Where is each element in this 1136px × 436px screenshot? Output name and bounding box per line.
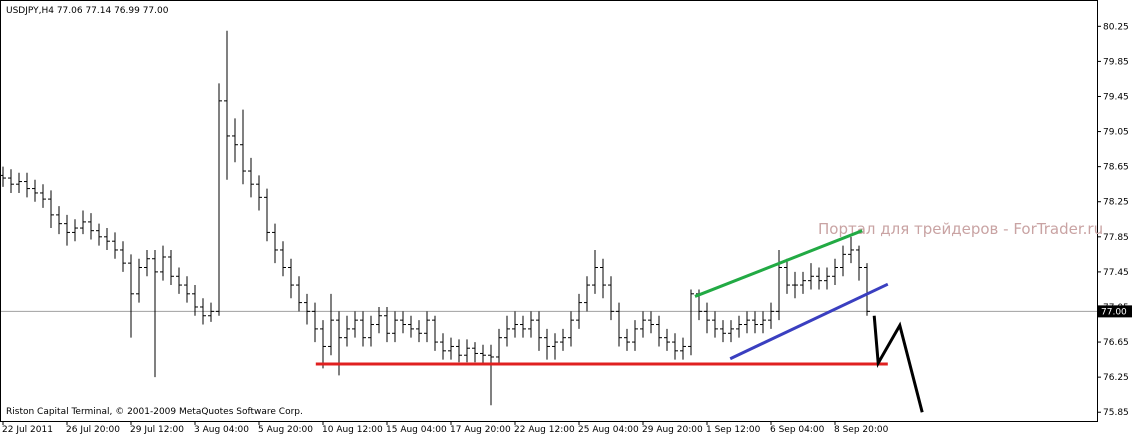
plot-frame	[0, 0, 1098, 422]
x-tick-label: 22 Jul 2011	[2, 425, 53, 435]
chart-title: USDJPY,H4 77.06 77.14 76.99 77.00	[6, 6, 169, 16]
footer: Riston Capital Terminal, © 2001-2009 Met…	[6, 407, 303, 417]
y-tick-label: 79.05	[1103, 128, 1129, 138]
y-tick-label: 78.65	[1103, 163, 1129, 173]
y-tick-label: 80.25	[1103, 22, 1129, 32]
x-tick-label: 29 Jul 12:00	[130, 425, 184, 435]
trend-line	[729, 282, 889, 361]
watermark: Портал для трейдеров - ForTrader.ru	[818, 220, 1103, 238]
x-tick-label: 15 Aug 04:00	[386, 425, 447, 435]
x-tick-label: 10 Aug 12:00	[322, 425, 383, 435]
y-tick-label: 79.45	[1103, 92, 1129, 102]
x-tick-label: 25 Aug 04:00	[578, 425, 639, 435]
x-tick-label: 17 Aug 20:00	[450, 425, 511, 435]
x-tick-label: 1 Sep 12:00	[706, 425, 761, 435]
x-tick-label: 29 Aug 20:00	[642, 425, 703, 435]
trend-line	[872, 315, 924, 413]
y-tick-label: 76.25	[1103, 373, 1129, 383]
last-price-box	[1098, 305, 1132, 318]
x-tick-label: 26 Jul 20:00	[66, 425, 120, 435]
x-tick-label: 6 Sep 04:00	[770, 425, 825, 435]
y-tick-label: 77.85	[1103, 233, 1129, 243]
x-tick-label: 8 Sep 20:00	[834, 425, 889, 435]
y-tick-label: 76.65	[1103, 338, 1129, 348]
last-price-label: 77.00	[1101, 307, 1127, 317]
y-tick-label: 77.45	[1103, 268, 1129, 278]
x-tick-label: 3 Aug 04:00	[194, 425, 249, 435]
y-tick-label: 78.25	[1103, 198, 1129, 208]
trend-line	[694, 229, 863, 298]
y-tick-label: 75.85	[1103, 408, 1129, 418]
x-tick-label: 22 Aug 12:00	[514, 425, 575, 435]
y-tick-label: 79.85	[1103, 57, 1129, 67]
x-tick-label: 5 Aug 20:00	[258, 425, 313, 435]
